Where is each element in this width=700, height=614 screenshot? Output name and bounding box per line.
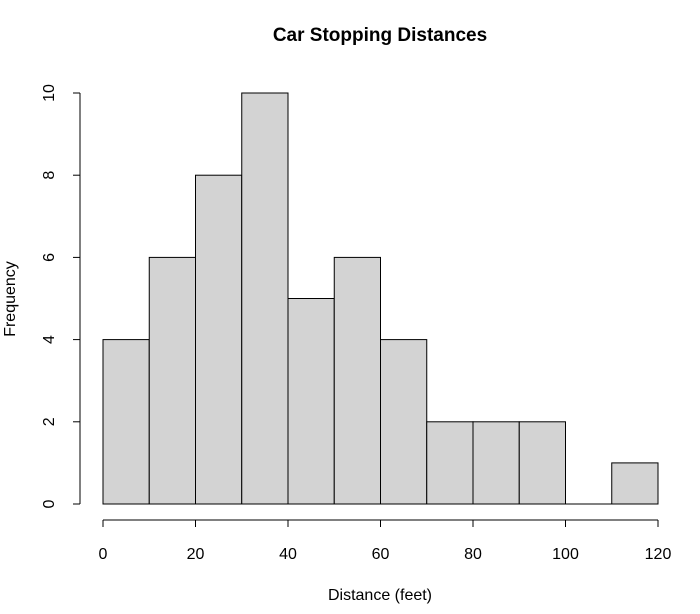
histogram-bar — [426, 421, 474, 505]
y-tick-label: 4 — [41, 335, 58, 344]
y-tick-label: 0 — [41, 499, 58, 508]
histogram-bar — [333, 256, 381, 505]
histogram-bar — [102, 339, 150, 505]
y-tick-label: 10 — [41, 84, 58, 102]
y-tick-label: 2 — [41, 417, 58, 426]
bars-group — [102, 92, 659, 505]
x-tick-label: 40 — [279, 546, 297, 563]
histogram-bar — [148, 256, 196, 505]
x-tick-label: 60 — [372, 546, 390, 563]
histogram-bar — [380, 339, 428, 505]
histogram-bar — [195, 174, 243, 505]
x-tick-label: 0 — [99, 546, 108, 563]
histogram-bar — [472, 421, 520, 505]
histogram-bar — [611, 462, 659, 505]
x-axis-label: Distance (feet) — [328, 587, 432, 604]
chart-title: Car Stopping Distances — [273, 25, 487, 46]
x-tick-label: 20 — [187, 546, 205, 563]
x-axis: 0 20 40 60 80 100 120 — [99, 519, 672, 563]
y-tick-label: 8 — [41, 171, 58, 180]
histogram-bar — [287, 298, 335, 505]
x-tick-label: 120 — [645, 546, 672, 563]
histogram-bar — [241, 92, 289, 505]
histogram-bar — [518, 421, 566, 505]
x-tick-label: 80 — [464, 546, 482, 563]
x-tick-label: 100 — [552, 546, 579, 563]
y-axis-label: Frequency — [2, 261, 19, 337]
y-tick-label: 6 — [41, 253, 58, 262]
y-axis: 0 2 4 6 8 10 — [41, 84, 81, 508]
